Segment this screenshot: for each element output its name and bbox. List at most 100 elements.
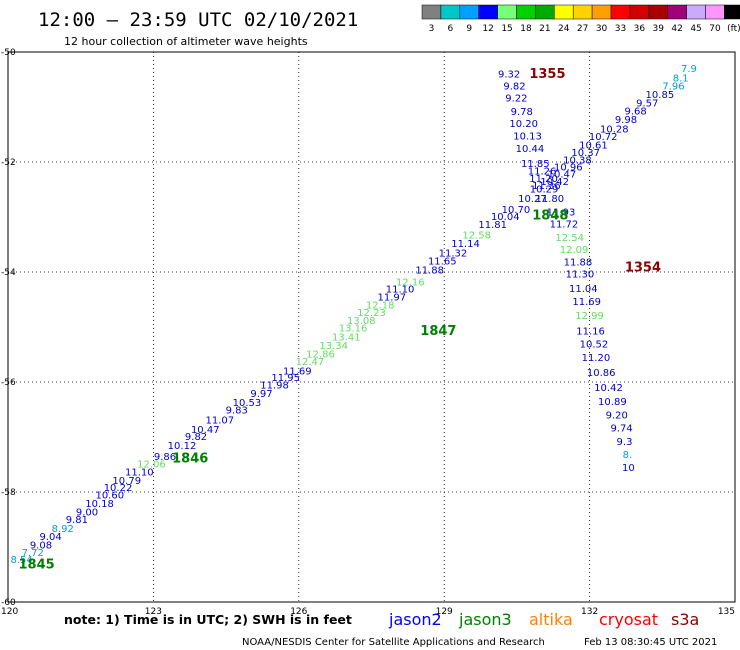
colorbar-swatch [535,4,555,20]
swh-value: 7.72 [22,548,44,559]
swh-value: 11.26 [528,166,557,177]
swh-value: 10.04 [491,212,520,223]
swh-value: 11.85 [521,159,550,170]
colorbar-swatch [686,4,706,20]
footer-timestamp: Feb 13 08:30:45 UTC 2021 [584,637,717,648]
colorbar-label: 70 [709,24,721,34]
swh-value: 8. [623,450,633,461]
swh-value: 10.47 [548,170,577,181]
colorbar-swatch [516,4,536,20]
swh-value: 10.60 [95,490,124,501]
x-tick-label: 129 [436,607,453,617]
swh-value: 7.9 [681,64,697,75]
swh-value: 11.72 [550,220,579,231]
satellite-legend-cryosat: cryosat [599,610,658,629]
colorbar-label: 3 [429,24,435,34]
swh-value: 11.69 [283,367,312,378]
colorbar-swatch [440,4,461,20]
colorbar-label: 12 [482,24,493,34]
swh-value: 9.81 [66,515,88,526]
pass-time-label: 1848 [532,208,568,223]
swh-value: 10.42 [594,383,623,394]
colorbar-swatch [421,4,442,20]
swh-value: 11.98 [260,380,289,391]
swh-value: 9.82 [503,82,525,93]
colorbar-swatch [667,4,687,20]
swh-value: 11.69 [572,297,601,308]
swh-value: 8.54 [10,555,32,566]
swh-value: 9.68 [625,106,647,117]
swh-value: 12.58 [462,231,491,242]
swh-value: 10.12 [168,441,197,452]
x-tick-label: 132 [581,607,598,617]
colorbar-swatch [497,4,517,20]
colorbar-label: 36 [634,24,646,34]
x-tick-label: 126 [290,607,307,617]
swh-value: 11.36 [532,181,561,192]
colorbar-swatch [572,4,593,20]
swh-value: 10.18 [85,499,114,510]
satellite-legend-altika: altika [529,610,573,629]
swh-value: 10 [622,463,635,474]
colorbar-label: 15 [501,24,512,34]
swh-value: 11.10 [386,285,415,296]
swh-value: 11.81 [478,220,507,231]
pass-time-label: 1355 [529,67,565,82]
y-tick-label: -60 [1,598,16,608]
swh-value: 11.32 [439,248,468,259]
y-tick-label: -50 [1,48,16,58]
colorbar-swatch [629,4,650,20]
swh-value: 7.96 [662,82,684,93]
swh-value: 10.29 [530,184,559,195]
swh-value: 13.08 [347,316,376,327]
colorbar-swatch [610,4,631,20]
swh-value: 11.97 [378,292,407,303]
swh-value: 10.38 [563,155,592,166]
x-tick-label: 135 [718,607,735,617]
swh-value: 10.27 [518,194,547,205]
swh-value: 11.14 [451,239,480,250]
colorbar-label: 18 [520,24,532,34]
satellite-legend-s3a: s3a [671,610,699,629]
pass-time-label: 1847 [420,324,456,339]
swh-value: 11.10 [125,468,154,479]
swh-value: 10.53 [233,398,262,409]
swh-value: 11.30 [566,270,595,281]
colorbar-label: 21 [539,24,550,34]
y-tick-label: -52 [1,158,16,168]
swh-value: 9.98 [615,115,637,126]
colorbar-legend: 3 6 9 12 15 18 21 24 27 30 33 36 39 42 45 70 (ft) [421,4,740,34]
swh-value: 11.20 [529,174,558,185]
swh-value: 9.57 [636,99,658,110]
swh-value: 8.1 [673,73,689,84]
satellite-legend: jason2 jason3 altika cryosat s3a [388,610,699,629]
swh-value: 10.13 [513,132,542,143]
swh-value: 10.85 [646,90,675,101]
swh-value: 13.16 [339,324,368,335]
swh-value: 11.65 [428,257,457,268]
y-tick-label: -58 [1,488,16,498]
chart-title: 12:00 – 23:59 UTC 02/10/2021 [38,9,358,31]
swh-value: 11.07 [205,415,234,426]
footer-credit: NOAA/NESDIS Center for Satellite Applica… [242,637,545,648]
swh-value: 10.96 [554,162,583,173]
swh-value: 12.16 [396,277,425,288]
swh-value: 10.42 [540,177,569,188]
x-tick-label: 120 [1,607,18,617]
swh-value: 10.89 [598,397,627,408]
colorbar-label: 30 [596,24,608,34]
swh-value: 9.83 [226,406,248,417]
swh-value: 13.34 [319,341,348,352]
y-tick-label: -56 [1,378,16,388]
swh-value: 12.06 [137,459,166,470]
satellite-legend-jason3: jason3 [458,610,512,629]
swh-value: 8.92 [52,524,74,535]
swh-value: 10.70 [502,205,531,216]
swh-value: 9.82 [185,432,207,443]
swh-value: 11.88 [564,258,593,269]
swh-value: 12.86 [306,349,335,360]
swh-value: 11.95 [271,373,300,384]
swh-value: 10.86 [587,368,616,379]
swh-value: 9.22 [505,94,527,105]
